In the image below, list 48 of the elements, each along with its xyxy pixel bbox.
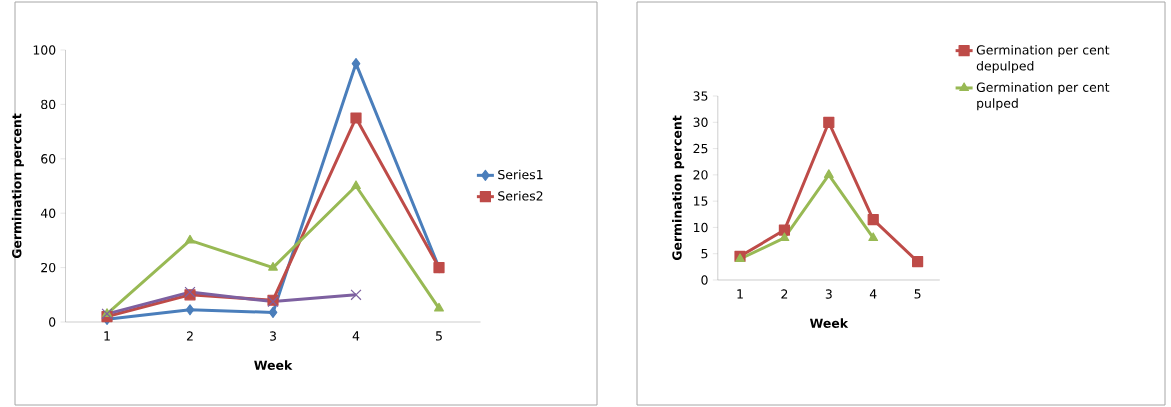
y-tick-label: 20 (41, 262, 56, 273)
point (823, 169, 834, 178)
x-tick-label: 1 (104, 331, 110, 341)
y-axis-title: Germination percent (11, 113, 24, 259)
point (268, 262, 278, 271)
y-tick-label: 20 (693, 170, 708, 180)
y-tick-label: 0 (49, 317, 56, 327)
x-tick-label: 3 (270, 331, 276, 341)
x-tick-label: 2 (186, 331, 193, 341)
x-tick-label: 2 (781, 289, 788, 299)
point (350, 112, 362, 124)
y-tick-label: 25 (693, 143, 708, 154)
point (778, 224, 791, 236)
x-tick-label: 5 (914, 289, 921, 299)
point (779, 232, 790, 242)
point (912, 256, 924, 268)
y-tick-label: 10 (693, 222, 708, 233)
point (823, 116, 835, 128)
x-tick-label: 3 (825, 289, 832, 299)
x-tick-label: 4 (869, 289, 877, 299)
y-tick-label: 35 (693, 91, 708, 101)
point (867, 213, 879, 226)
y-tick-label: 80 (41, 99, 56, 110)
legend-label: Germination per cent depulped (976, 44, 1110, 73)
y-tick-label: 0 (701, 275, 708, 285)
y-tick-label: 15 (693, 196, 708, 206)
x-tick-label: 4 (352, 331, 360, 341)
x-tick-label: 1 (737, 289, 743, 299)
x-axis-title: Week (809, 318, 849, 328)
y-tick-label: 60 (41, 154, 56, 164)
y-tick-label: 5 (701, 249, 708, 259)
legend-label: Series2 (498, 190, 543, 201)
point (185, 234, 195, 244)
y-tick-label: 100 (33, 45, 56, 55)
point (268, 306, 278, 319)
point (350, 289, 362, 301)
legend-label: Germination per cent pulped (976, 82, 1110, 111)
y-tick-label: 30 (693, 117, 708, 127)
x-tick-label: 5 (436, 331, 442, 341)
point (351, 58, 361, 70)
point (868, 232, 879, 242)
point (434, 302, 444, 312)
x-axis-title: Week (254, 360, 293, 370)
point (185, 304, 195, 316)
legend-label: Series1 (498, 169, 543, 180)
y-axis-title: Germination percent (672, 115, 685, 261)
y-tick-label: 40 (40, 208, 56, 218)
point (351, 180, 361, 190)
